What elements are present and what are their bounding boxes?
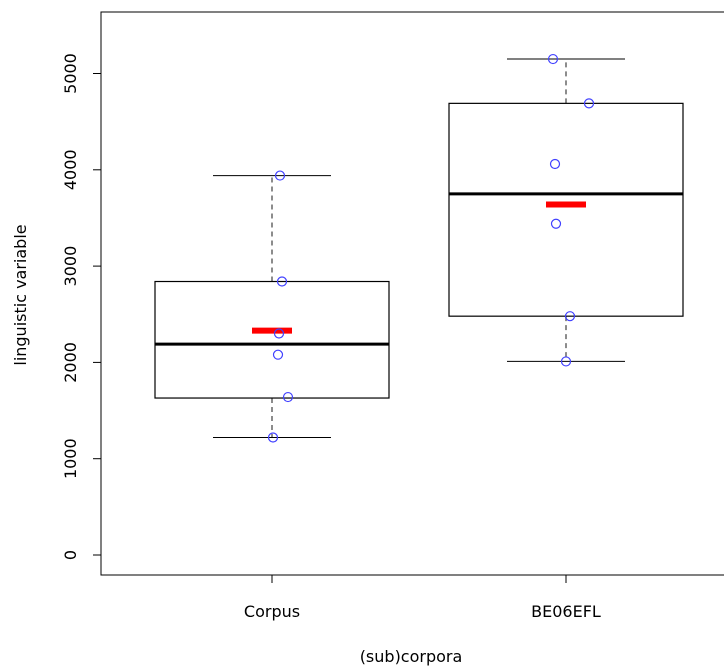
boxes <box>154 53 684 443</box>
y-tick-label: 0 <box>61 550 80 560</box>
data-point <box>550 218 562 229</box>
box-group-0 <box>154 170 390 443</box>
x-tick-label: BE06EFL <box>531 602 601 621</box>
plot-border <box>100 11 724 576</box>
data-point <box>282 391 294 403</box>
y-axis-label: linguistic variable <box>11 224 30 365</box>
data-point <box>564 311 576 322</box>
y-tick-label: 2000 <box>61 342 80 383</box>
data-point <box>274 170 286 181</box>
plot-frame <box>100 11 724 576</box>
data-point <box>273 328 285 339</box>
y-axis: 0 1000 2000 3000 4000 5000 <box>61 53 101 560</box>
x-axis: Corpus BE06EFL <box>244 575 601 621</box>
y-tick-label: 4000 <box>61 149 80 190</box>
x-tick-label: Corpus <box>244 602 300 621</box>
data-point <box>272 349 284 360</box>
y-tick-label: 3000 <box>61 246 80 287</box>
data-point <box>549 158 561 170</box>
data-point <box>583 98 595 109</box>
data-point <box>560 356 572 367</box>
y-tick-label: 5000 <box>61 53 80 94</box>
box-iqr <box>448 102 684 317</box>
data-point <box>267 432 279 443</box>
x-axis-label: (sub)corpora <box>360 647 463 666</box>
data-point <box>276 276 288 287</box>
box-iqr <box>154 280 390 399</box>
box-group-1 <box>448 53 684 367</box>
data-point <box>547 53 559 65</box>
y-tick-label: 1000 <box>61 438 80 479</box>
